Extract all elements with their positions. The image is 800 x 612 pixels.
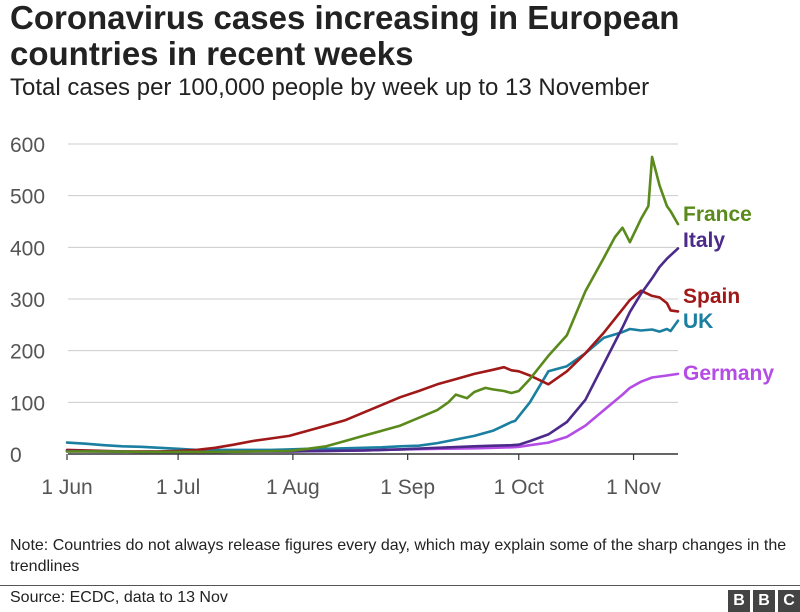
- series-line-germany: [65, 372, 680, 454]
- x-tick-label: 1 Nov: [606, 476, 661, 499]
- y-tick-label: 0: [10, 444, 22, 467]
- y-tick-label: 600: [10, 134, 45, 157]
- chart-title: Coronavirus cases increasing in European…: [10, 0, 680, 72]
- series-line-france: [65, 155, 680, 454]
- series-line-uk: [65, 319, 680, 452]
- series-label-uk: UK: [683, 310, 713, 333]
- y-tick-label: 100: [10, 392, 45, 415]
- series-lines: [65, 155, 680, 454]
- chart-subtitle: Total cases per 100,000 people by week u…: [10, 74, 650, 101]
- chart-note: Note: Countries do not always release fi…: [10, 537, 787, 575]
- series-line-spain: [65, 289, 680, 453]
- series-label-italy: Italy: [683, 229, 725, 252]
- footer-divider: [0, 585, 800, 586]
- grid-lines: [68, 143, 678, 455]
- y-tick-label: 400: [10, 237, 45, 260]
- series-line-italy: [65, 247, 680, 454]
- x-tick-label: 1 Jun: [41, 476, 92, 499]
- line-chart: 0 100 200 300 400 500 600 1 Jun 1 Jul 1 Aug 1 Sep…: [10, 134, 774, 499]
- x-axis-ticks: 1 Jun 1 Jul 1 Aug 1 Sep 1 Oct 1 Nov: [41, 454, 661, 499]
- y-tick-label: 200: [10, 341, 45, 364]
- logo-letter-b2: B: [753, 590, 775, 612]
- x-tick-label: 1 Jul: [156, 476, 200, 499]
- y-axis-ticks: 0 100 200 300 400 500 600: [10, 134, 45, 467]
- series-label-spain: Spain: [683, 285, 740, 308]
- logo-letter-b1: B: [728, 590, 750, 612]
- y-tick-label: 500: [10, 186, 45, 209]
- x-tick-label: 1 Aug: [266, 476, 320, 499]
- series-label-france: France: [683, 203, 752, 226]
- bbc-logo: B B C: [728, 590, 800, 612]
- logo-letter-c: C: [778, 590, 800, 612]
- x-tick-label: 1 Sep: [380, 476, 435, 499]
- y-tick-label: 300: [10, 289, 45, 312]
- series-label-germany: Germany: [683, 362, 774, 385]
- source-text: Source: ECDC, data to 13 Nov: [10, 589, 228, 606]
- x-tick-label: 1 Oct: [494, 476, 544, 499]
